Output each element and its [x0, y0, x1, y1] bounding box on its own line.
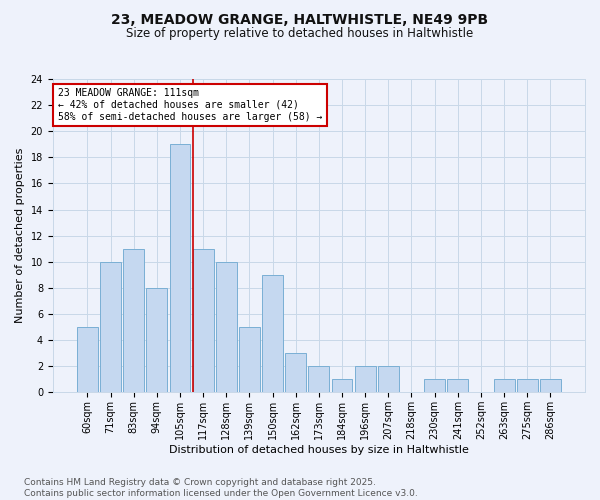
Bar [332, 380, 352, 392]
Bar [424, 380, 445, 392]
X-axis label: Distribution of detached houses by size in Haltwhistle: Distribution of detached houses by size … [169, 445, 469, 455]
Bar [170, 144, 190, 392]
Bar [540, 380, 561, 392]
Bar [517, 380, 538, 392]
Bar [100, 262, 121, 392]
Text: 23 MEADOW GRANGE: 111sqm
← 42% of detached houses are smaller (42)
58% of semi-d: 23 MEADOW GRANGE: 111sqm ← 42% of detach… [58, 88, 322, 122]
Bar [146, 288, 167, 393]
Text: Size of property relative to detached houses in Haltwhistle: Size of property relative to detached ho… [127, 28, 473, 40]
Y-axis label: Number of detached properties: Number of detached properties [15, 148, 25, 324]
Bar [494, 380, 515, 392]
Bar [448, 380, 468, 392]
Bar [262, 275, 283, 392]
Bar [378, 366, 399, 392]
Text: Contains HM Land Registry data © Crown copyright and database right 2025.
Contai: Contains HM Land Registry data © Crown c… [24, 478, 418, 498]
Bar [123, 248, 144, 392]
Text: 23, MEADOW GRANGE, HALTWHISTLE, NE49 9PB: 23, MEADOW GRANGE, HALTWHISTLE, NE49 9PB [112, 12, 488, 26]
Bar [355, 366, 376, 392]
Bar [308, 366, 329, 392]
Bar [239, 327, 260, 392]
Bar [193, 248, 214, 392]
Bar [216, 262, 237, 392]
Bar [77, 327, 98, 392]
Bar [286, 353, 306, 393]
